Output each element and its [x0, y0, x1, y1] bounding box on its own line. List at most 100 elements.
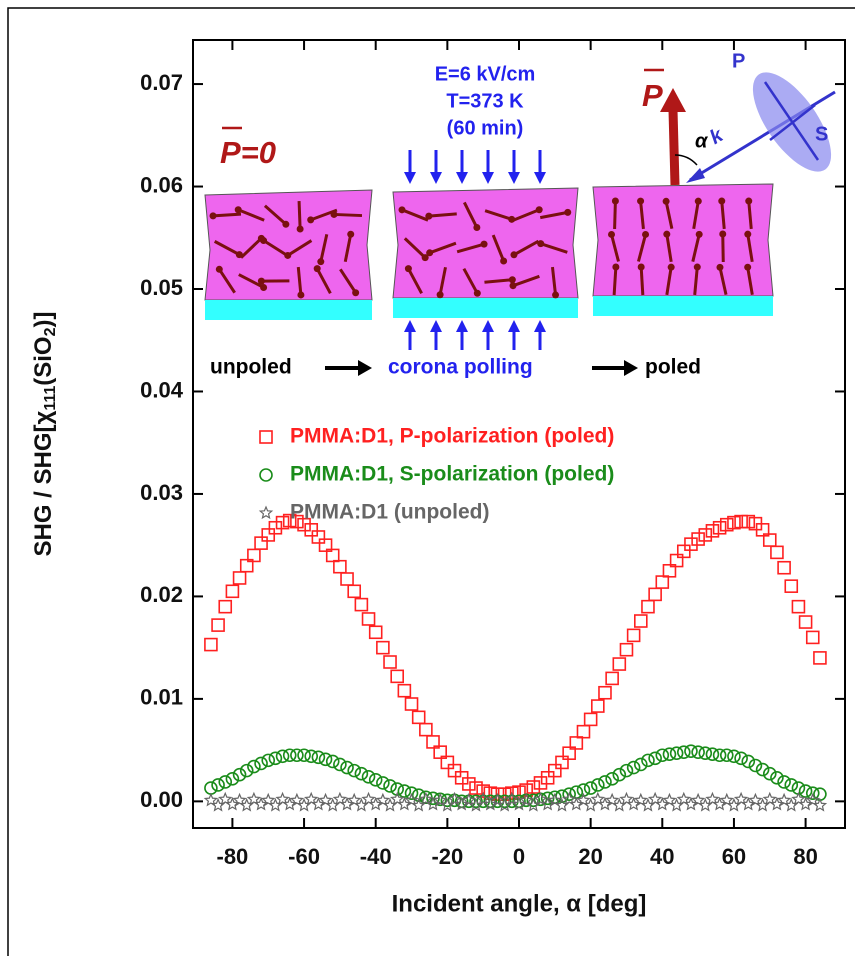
data-point — [669, 746, 684, 760]
data-point — [548, 763, 562, 778]
data-point — [432, 792, 448, 807]
dipole-head — [209, 212, 217, 220]
dipole-head — [421, 254, 429, 262]
data-point — [333, 757, 347, 772]
dipole-head — [297, 291, 305, 299]
data-point — [691, 745, 705, 759]
data-point — [375, 792, 391, 807]
data-point — [239, 558, 254, 573]
data-point — [282, 513, 297, 528]
dipole-head — [284, 251, 292, 259]
dipole-head — [473, 224, 481, 232]
data-point — [655, 748, 670, 763]
dipole — [339, 268, 357, 294]
dipole — [718, 267, 728, 295]
data-point — [203, 792, 219, 807]
data-point — [361, 791, 376, 806]
dipole-head — [500, 257, 508, 265]
data-point — [727, 749, 741, 764]
dipole-head — [508, 276, 516, 284]
data-point — [805, 630, 820, 645]
substrate — [593, 296, 773, 316]
data-point — [433, 745, 447, 759]
data-point — [676, 745, 691, 759]
data-point — [254, 536, 268, 550]
dipole — [610, 234, 620, 262]
data-point — [569, 785, 584, 799]
dipole — [665, 233, 673, 263]
data-point — [813, 651, 827, 665]
y-axis-label-part: 2 — [42, 327, 59, 336]
field-arrow-head — [534, 320, 546, 332]
data-point — [426, 735, 440, 749]
data-point — [798, 615, 813, 629]
y-tick-label: 0.04 — [140, 377, 184, 402]
dipole — [539, 210, 569, 220]
data-point — [440, 793, 455, 808]
dipole-head — [260, 237, 268, 245]
dipole-head — [693, 263, 701, 271]
dipole — [747, 200, 753, 230]
alpha-arc — [674, 154, 698, 166]
dipole-head — [473, 289, 481, 297]
data-point — [576, 792, 591, 807]
p-arrow — [668, 109, 680, 186]
dipole-head — [667, 263, 675, 271]
data-point — [376, 640, 390, 655]
dipole — [438, 266, 447, 296]
data-point — [647, 791, 663, 806]
data-point — [254, 756, 268, 771]
data-point — [275, 791, 290, 806]
field-arrow-head — [534, 172, 546, 184]
y-tick-label: 0.00 — [140, 787, 183, 812]
data-point — [690, 792, 706, 807]
data-point — [354, 766, 369, 781]
dipole-head — [537, 240, 545, 248]
dipole — [218, 268, 236, 294]
dipole-head — [317, 258, 325, 266]
substrate — [205, 300, 372, 320]
dipole-head — [564, 208, 572, 216]
data-point — [648, 587, 662, 602]
field-arrow-head — [430, 172, 442, 184]
data-point — [275, 515, 290, 530]
x-axis-label: Incident angle, α [deg] — [392, 890, 647, 917]
data-point — [318, 792, 333, 807]
y-tick-label: 0.02 — [140, 582, 183, 607]
dipole-head — [663, 230, 671, 238]
k-arrow-head — [686, 168, 705, 183]
dipole-head — [480, 240, 488, 248]
dipole — [484, 209, 513, 221]
alpha-label: α — [695, 130, 709, 152]
dipole — [491, 234, 506, 262]
data-point — [684, 744, 698, 758]
data-point — [762, 533, 777, 547]
dipole — [212, 212, 242, 218]
data-point — [268, 751, 283, 766]
data-point — [469, 781, 483, 795]
substrate — [393, 298, 578, 318]
dipole-head — [352, 289, 360, 297]
data-point — [476, 784, 490, 798]
dipole — [263, 204, 287, 226]
dipole-head — [744, 263, 752, 271]
data-point — [340, 572, 354, 586]
data-point — [225, 584, 240, 599]
data-point — [633, 792, 648, 807]
data-point — [376, 776, 390, 790]
data-point — [218, 775, 233, 789]
x-tick-label: -60 — [288, 844, 320, 869]
dipole — [286, 239, 313, 257]
y-axis-label-part: SHG / SHG[ — [30, 424, 57, 556]
y-tick-label: 0.05 — [140, 275, 183, 300]
dipole-head — [257, 277, 265, 285]
data-point — [504, 791, 520, 806]
dipole-head — [612, 263, 620, 271]
dipole — [429, 241, 457, 255]
data-point — [748, 792, 763, 807]
dipole-head — [510, 251, 518, 259]
data-point — [591, 699, 605, 713]
data-point — [318, 752, 333, 767]
data-point — [218, 791, 233, 806]
data-point — [290, 514, 304, 529]
